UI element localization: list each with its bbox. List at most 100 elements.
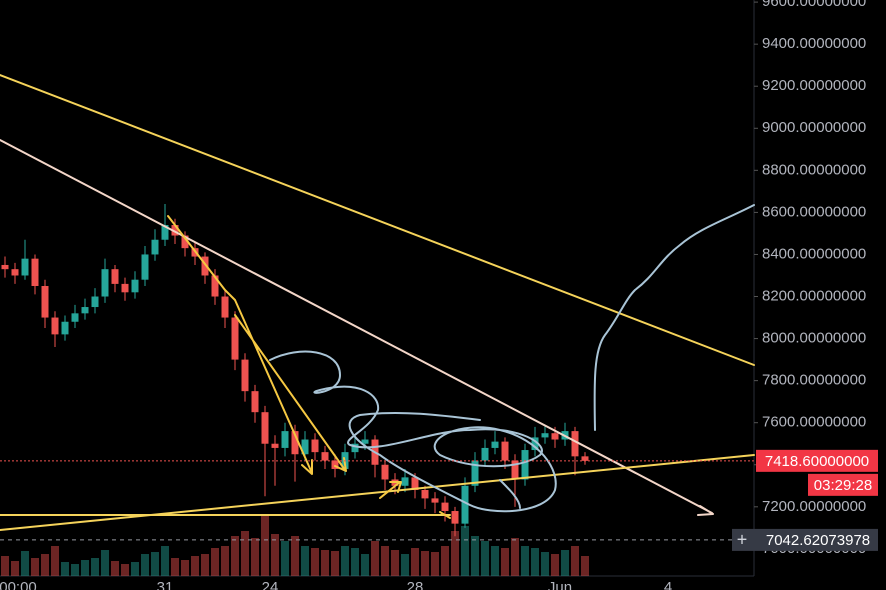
candle-body [571, 431, 579, 457]
volume-bar [351, 548, 359, 576]
countdown: 03:29:28 [814, 477, 872, 494]
volume-bar [321, 550, 329, 576]
trend-arrow [0, 139, 714, 516]
candle-body [141, 254, 149, 280]
volume-bar [561, 550, 569, 576]
x-tick-label: 4 [664, 579, 672, 590]
volume-bar [311, 548, 319, 576]
volume-bar [171, 558, 179, 576]
volume-bar [411, 548, 419, 576]
candle-body [201, 256, 209, 276]
candle-body [411, 477, 419, 490]
arrow-annotations [167, 215, 451, 519]
volume-bar [361, 554, 369, 576]
volume-bar [101, 550, 109, 576]
volume-bar [151, 552, 159, 576]
candle-body [271, 443, 279, 448]
y-tick-label: 7800.00000000 [762, 372, 866, 389]
volume-bar [461, 526, 469, 576]
candle-body [11, 269, 19, 276]
last-price-label: 7418.60000000 [765, 453, 869, 470]
candle-body [41, 286, 49, 318]
support-line [0, 454, 755, 531]
candle-body [131, 279, 139, 293]
volume-bar [291, 536, 299, 576]
candle-body [111, 269, 119, 284]
candle-body [51, 317, 59, 335]
drawings [0, 74, 755, 531]
volume-bar [31, 558, 39, 576]
volume-bar [261, 516, 269, 576]
volume-bar [241, 531, 249, 576]
projection-curve [593, 204, 755, 431]
candle-body [581, 456, 589, 461]
volume-bar [571, 546, 579, 576]
candle-body [461, 485, 469, 524]
candle-body [231, 317, 239, 360]
candle-body [181, 235, 189, 249]
candle-body [291, 431, 299, 455]
countdown-box [808, 473, 878, 496]
candle-body [311, 439, 319, 453]
candle-body [171, 225, 179, 236]
volume-bar [21, 551, 29, 576]
volume-bar [121, 564, 129, 576]
candle-body [281, 431, 289, 448]
y-tick-label: 8800.00000000 [762, 161, 866, 178]
volume-bar [421, 551, 429, 576]
y-tick-label: 9200.00000000 [762, 77, 866, 94]
candle-body [471, 460, 479, 486]
volume-bar [211, 548, 219, 576]
add-alert-icon[interactable]: + [737, 530, 748, 550]
volume-bar [251, 538, 259, 576]
candle-body [61, 321, 69, 335]
candle-body [421, 489, 429, 499]
candle-body [151, 239, 159, 255]
candle-body [101, 269, 109, 297]
volume-bar [141, 554, 149, 576]
volume-bar [371, 541, 379, 576]
series [1, 203, 589, 576]
volume-bar [61, 562, 69, 576]
x-tick-label: 28 [407, 579, 424, 590]
candle-body [381, 464, 389, 480]
candle-body [321, 452, 329, 461]
volume-bar [161, 546, 169, 576]
candle-body [531, 437, 539, 451]
volume-bar [201, 554, 209, 576]
volume-bar [111, 561, 119, 576]
volume-bar [301, 546, 309, 576]
candle-body [301, 439, 309, 455]
y-tick-label: 7600.00000000 [762, 414, 866, 431]
y-tick-label: 8000.00000000 [762, 330, 866, 347]
candle-body [511, 460, 519, 480]
volume-bar [81, 560, 89, 576]
candle-body [81, 307, 89, 314]
x-tick-label: 24 [262, 579, 279, 590]
y-tick-label: 8600.00000000 [762, 203, 866, 220]
candle-body [221, 296, 229, 318]
volume-bar [381, 546, 389, 576]
volume-bar [91, 558, 99, 576]
volume-bar [341, 546, 349, 576]
x-tick-label: 31 [157, 579, 174, 590]
y-tick-label: 9600.00000000 [762, 0, 866, 10]
y-tick-label: 9400.00000000 [762, 35, 866, 52]
y-tick-label: 7200.00000000 [762, 498, 866, 515]
candle-body [451, 511, 459, 524]
candle-body [491, 441, 499, 448]
candle-body [481, 447, 489, 461]
volume-bar [441, 546, 449, 576]
volume-bar [221, 546, 229, 576]
candle-body [331, 460, 339, 469]
volume-bar [71, 564, 79, 576]
candle-body [401, 477, 409, 486]
y-tick-label: 8200.00000000 [762, 287, 866, 304]
candle-body [161, 225, 169, 240]
candle-body [211, 275, 219, 297]
volume-bar [181, 560, 189, 576]
crosshair-box[interactable] [732, 528, 878, 551]
volume-bar [331, 551, 339, 576]
volume-bar [131, 562, 139, 576]
